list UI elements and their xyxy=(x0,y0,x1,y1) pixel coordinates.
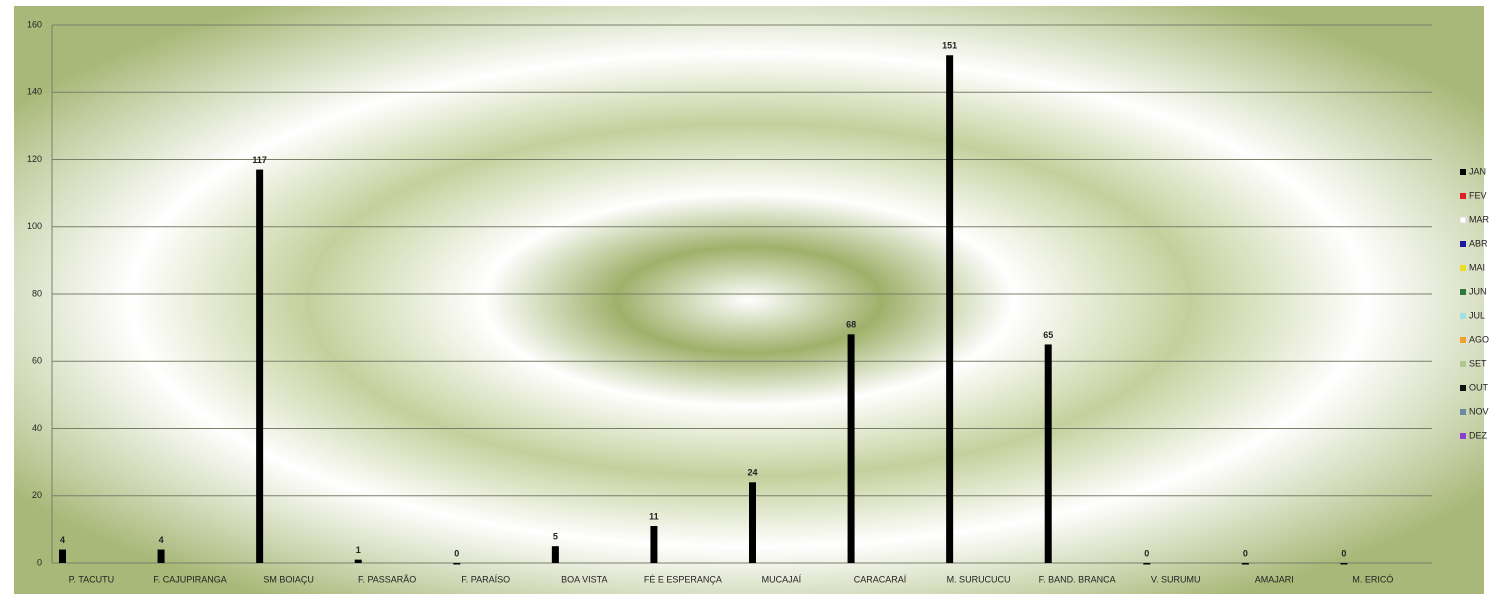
bar xyxy=(59,549,66,563)
value-label: 0 xyxy=(1341,548,1346,558)
legend-swatch xyxy=(1460,385,1466,391)
value-label: 4 xyxy=(60,535,65,545)
legend-swatch xyxy=(1460,241,1466,247)
bar xyxy=(749,482,756,563)
value-label: 0 xyxy=(1243,548,1248,558)
legend-label: JUN xyxy=(1469,286,1487,296)
legend-swatch xyxy=(1460,433,1466,439)
x-tick-label: P. TACUTU xyxy=(69,574,115,584)
value-label: 0 xyxy=(1144,548,1149,558)
y-tick-label: 120 xyxy=(27,154,42,164)
x-tick-label: MUCAJAÍ xyxy=(762,574,802,584)
x-tick-label: F. CAJUPIRANGA xyxy=(153,574,227,584)
legend-swatch xyxy=(1460,193,1466,199)
legend-swatch xyxy=(1460,313,1466,319)
bar xyxy=(1241,563,1249,565)
bar xyxy=(946,55,954,563)
value-label: 11 xyxy=(649,511,659,521)
y-tick-label: 0 xyxy=(37,557,42,567)
value-label: 5 xyxy=(553,532,558,542)
y-tick-label: 100 xyxy=(27,221,42,231)
x-tick-label: F. PARAÍSO xyxy=(461,574,510,584)
legend-swatch xyxy=(1459,216,1467,224)
y-tick-label: 40 xyxy=(32,423,42,433)
bar xyxy=(650,526,658,563)
y-tick-label: 20 xyxy=(32,490,42,500)
legend-swatch xyxy=(1460,337,1466,343)
legend-swatch xyxy=(1460,289,1466,295)
value-label: 117 xyxy=(252,155,267,165)
legend-label: JUL xyxy=(1469,310,1485,320)
value-label: 65 xyxy=(1043,330,1053,340)
y-tick-label: 140 xyxy=(27,87,42,97)
legend-label: OUT xyxy=(1469,382,1489,392)
bar xyxy=(1044,344,1052,563)
value-label: 24 xyxy=(747,468,757,478)
x-tick-label: F. BAND. BRANCA xyxy=(1039,574,1116,584)
legend-label: JAN xyxy=(1469,166,1486,176)
x-tick-label: M. ERICÓ xyxy=(1352,574,1393,584)
bar xyxy=(847,334,855,563)
bar xyxy=(1340,563,1348,565)
value-label: 1 xyxy=(356,545,361,555)
value-label: 68 xyxy=(846,320,856,330)
legend-swatch xyxy=(1460,169,1466,175)
x-tick-label: M. SURUCUCU xyxy=(947,574,1011,584)
legend-label: NOV xyxy=(1469,406,1489,416)
bar xyxy=(1143,563,1151,565)
bar xyxy=(256,169,264,563)
legend-swatch xyxy=(1460,265,1466,271)
legend-label: AGO xyxy=(1469,334,1489,344)
legend-swatch xyxy=(1460,361,1466,367)
legend-label: SET xyxy=(1469,358,1487,368)
value-label: 0 xyxy=(454,548,459,558)
legend-swatch xyxy=(1460,409,1466,415)
legend-label: DEZ xyxy=(1469,430,1488,440)
y-tick-label: 60 xyxy=(32,356,42,366)
x-tick-label: SM BOIAÇU xyxy=(263,574,314,584)
bar xyxy=(551,546,559,563)
bar xyxy=(354,559,362,563)
y-tick-label: 160 xyxy=(27,19,42,29)
x-tick-label: V. SURUMU xyxy=(1151,574,1201,584)
y-tick-label: 80 xyxy=(32,288,42,298)
value-label: 4 xyxy=(159,535,164,545)
legend-label: MAI xyxy=(1469,262,1485,272)
legend-label: ABR xyxy=(1469,238,1488,248)
x-tick-label: AMAJARI xyxy=(1255,574,1294,584)
legend-label: FEV xyxy=(1469,190,1487,200)
x-tick-label: CARACARAÍ xyxy=(854,574,907,584)
x-tick-label: FÉ E ESPERANÇA xyxy=(644,574,722,584)
x-tick-label: BOA VISTA xyxy=(561,574,607,584)
bar xyxy=(453,563,461,565)
legend-label: MAR xyxy=(1469,214,1489,224)
x-tick-label: F. PASSARÃO xyxy=(358,574,416,584)
bar xyxy=(157,549,165,563)
value-label: 151 xyxy=(942,41,957,51)
